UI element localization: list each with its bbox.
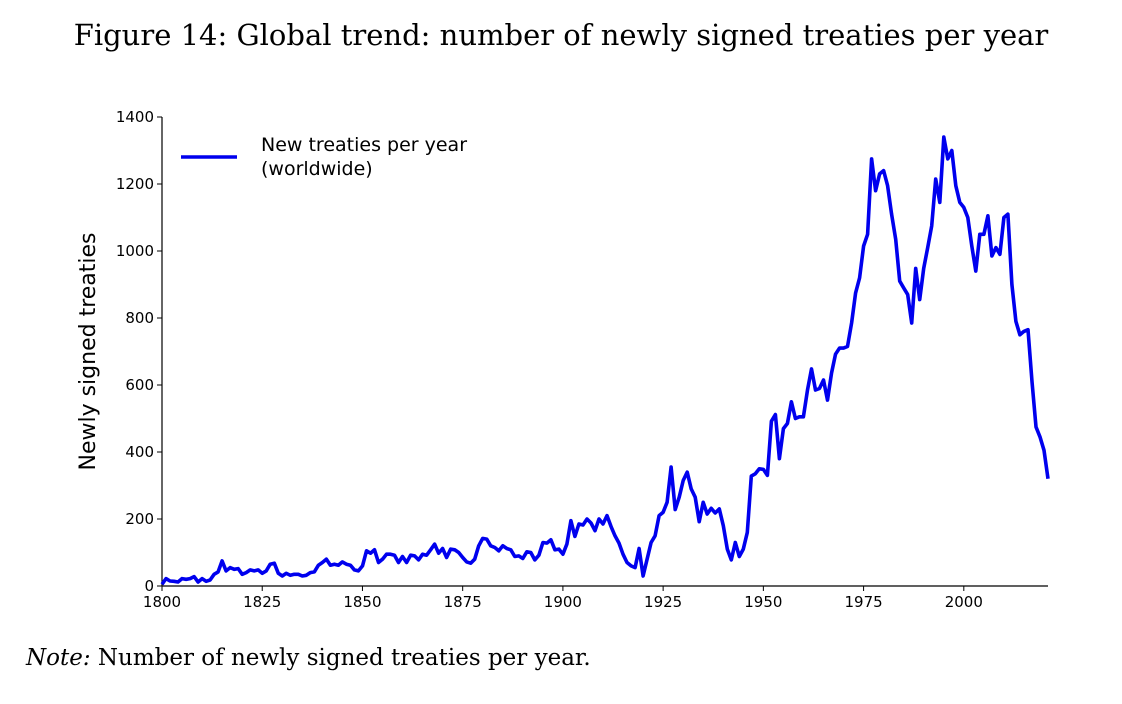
axes <box>161 117 1048 587</box>
x-tick-label: 1800 <box>143 593 181 611</box>
series-line <box>160 135 1050 586</box>
y-tick-label: 800 <box>125 309 154 327</box>
legend-label: New treaties per year (worldwide) <box>261 134 467 180</box>
figure-title: Figure 14: Global trend: number of newly… <box>73 18 1049 52</box>
x-tick-label: 1975 <box>844 593 882 611</box>
x-tick-label: 1825 <box>243 593 281 611</box>
note-label: Note: <box>26 645 91 671</box>
y-tick-label: 1000 <box>116 242 154 260</box>
y-tick-label: 200 <box>125 510 154 528</box>
x-tick-label: 1925 <box>644 593 682 611</box>
y-tick-label: 1200 <box>116 175 154 193</box>
x-tick-label: 1850 <box>343 593 381 611</box>
y-tick-label: 0 <box>144 577 154 595</box>
y-axis-label: Newly signed treaties <box>76 232 101 470</box>
x-tick-label: 1900 <box>544 593 582 611</box>
legend: New treaties per year (worldwide) <box>181 134 467 180</box>
x-tick-label: 2000 <box>945 593 983 611</box>
y-tick-label: 600 <box>125 376 154 394</box>
y-tick-label: 400 <box>125 443 154 461</box>
figure-note: Note: Number of newly signed treaties pe… <box>26 645 591 671</box>
note-text: Number of newly signed treaties per year… <box>90 645 591 671</box>
y-tick-label: 1400 <box>116 108 154 126</box>
x-tick-label: 1950 <box>744 593 782 611</box>
ticks: 1800 1825 1850 1875 1900 1925 1950 1975 2000 0 200… <box>116 108 983 611</box>
series-layer <box>160 135 1050 586</box>
x-tick-label: 1875 <box>444 593 482 611</box>
